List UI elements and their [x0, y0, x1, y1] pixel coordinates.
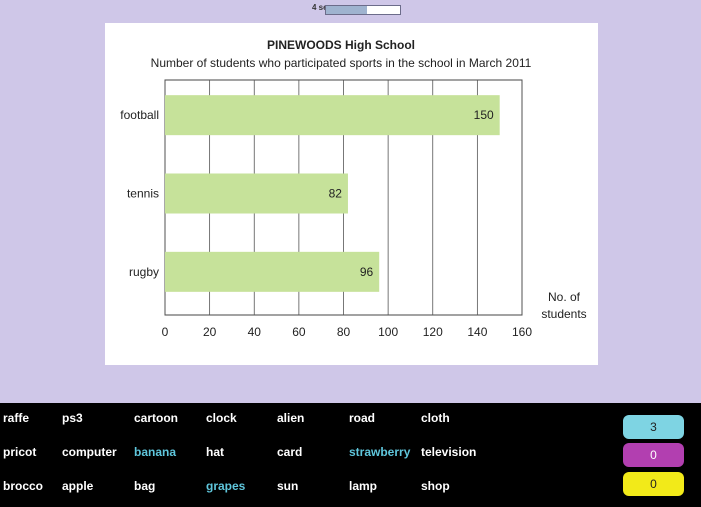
score-badge: 0 [623, 472, 684, 496]
timer: 4 sec. [0, 2, 701, 15]
word-option[interactable]: cartoon [134, 411, 179, 425]
word-option[interactable]: banana [134, 445, 177, 459]
category-label: rugby [129, 265, 159, 279]
x-axis-label-line1: No. of [548, 290, 581, 304]
word-option[interactable]: alien [277, 411, 305, 425]
word-option[interactable]: clock [206, 411, 237, 425]
word-option[interactable]: cloth [421, 411, 450, 425]
word-option[interactable]: raffe [3, 411, 30, 425]
data-label: 150 [474, 108, 494, 122]
bar [165, 95, 500, 136]
word-option[interactable]: computer [62, 445, 117, 459]
x-tick-label: 0 [162, 325, 169, 339]
x-tick-label: 160 [512, 325, 532, 339]
bar-chart: PINEWOODS High School Number of students … [120, 38, 586, 339]
word-option[interactable]: strawberry [349, 445, 411, 459]
timer-progress-fill [326, 6, 367, 14]
chart-card: PINEWOODS High School Number of students … [105, 23, 598, 365]
x-tick-label: 120 [423, 325, 443, 339]
bar [165, 251, 380, 292]
timer-label: 4 sec. [312, 3, 335, 12]
word-option[interactable]: ps3 [62, 411, 83, 425]
x-tick-label: 80 [337, 325, 351, 339]
chart-subtitle: Number of students who participated spor… [151, 56, 532, 70]
game-stage: 4 sec. PINEWOODS High School Number of st… [0, 2, 701, 365]
word-panel: raffe ps3 cartoon clock alien road cloth pricot… [0, 403, 701, 507]
category-label: tennis [127, 187, 159, 201]
x-tick-label: 40 [248, 325, 262, 339]
category-label: football [120, 108, 159, 122]
word-option[interactable]: hat [206, 445, 224, 459]
score-badge: 3 [623, 415, 684, 439]
x-tick-label: 100 [378, 325, 398, 339]
word-option[interactable]: grapes [206, 479, 246, 493]
bar [165, 173, 348, 214]
x-tick-label: 140 [467, 325, 487, 339]
word-option[interactable]: brocco [3, 479, 44, 493]
word-option[interactable]: shop [421, 479, 450, 493]
word-option[interactable]: sun [277, 479, 299, 493]
score-badge: 0 [623, 443, 684, 467]
chart-title: PINEWOODS High School [267, 38, 415, 52]
word-option[interactable]: apple [62, 479, 94, 493]
data-label: 82 [329, 187, 343, 201]
timer-progress-bar [325, 5, 401, 15]
word-option[interactable]: bag [134, 479, 156, 493]
word-option[interactable]: television [421, 445, 477, 459]
word-option[interactable]: road [349, 411, 376, 425]
x-axis-label-line2: students [541, 307, 586, 321]
word-option[interactable]: card [277, 445, 303, 459]
x-tick-label: 60 [292, 325, 306, 339]
data-label: 96 [360, 265, 374, 279]
x-tick-label: 20 [203, 325, 217, 339]
word-option[interactable]: pricot [3, 445, 37, 459]
word-option[interactable]: lamp [349, 479, 378, 493]
